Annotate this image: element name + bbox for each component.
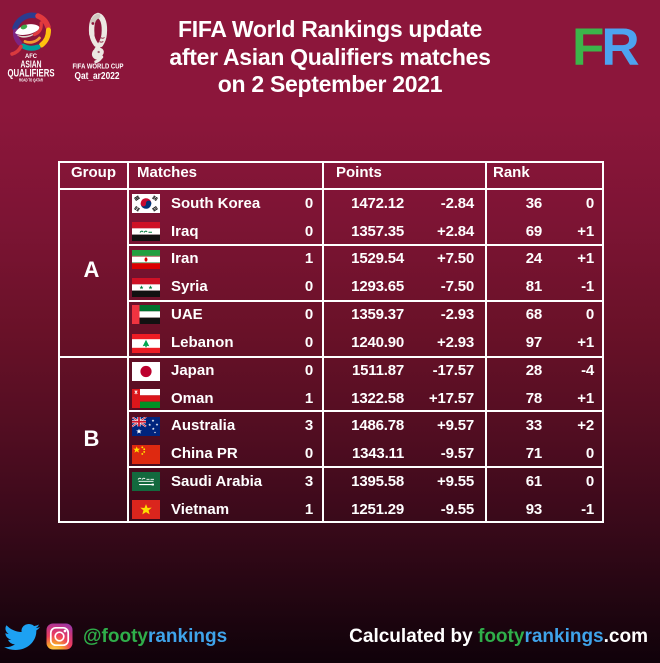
svg-text:Qat_ar2022: Qat_ar2022 — [75, 70, 120, 82]
svg-text:ASIAN: ASIAN — [21, 60, 42, 71]
svg-text:AFC: AFC — [25, 53, 37, 60]
svg-text:ROAD TO QATAR: ROAD TO QATAR — [19, 78, 43, 84]
svg-text:QUALIFIERS: QUALIFIERS — [8, 68, 55, 80]
svg-text:FIFA WORLD CUP: FIFA WORLD CUP — [73, 62, 124, 71]
